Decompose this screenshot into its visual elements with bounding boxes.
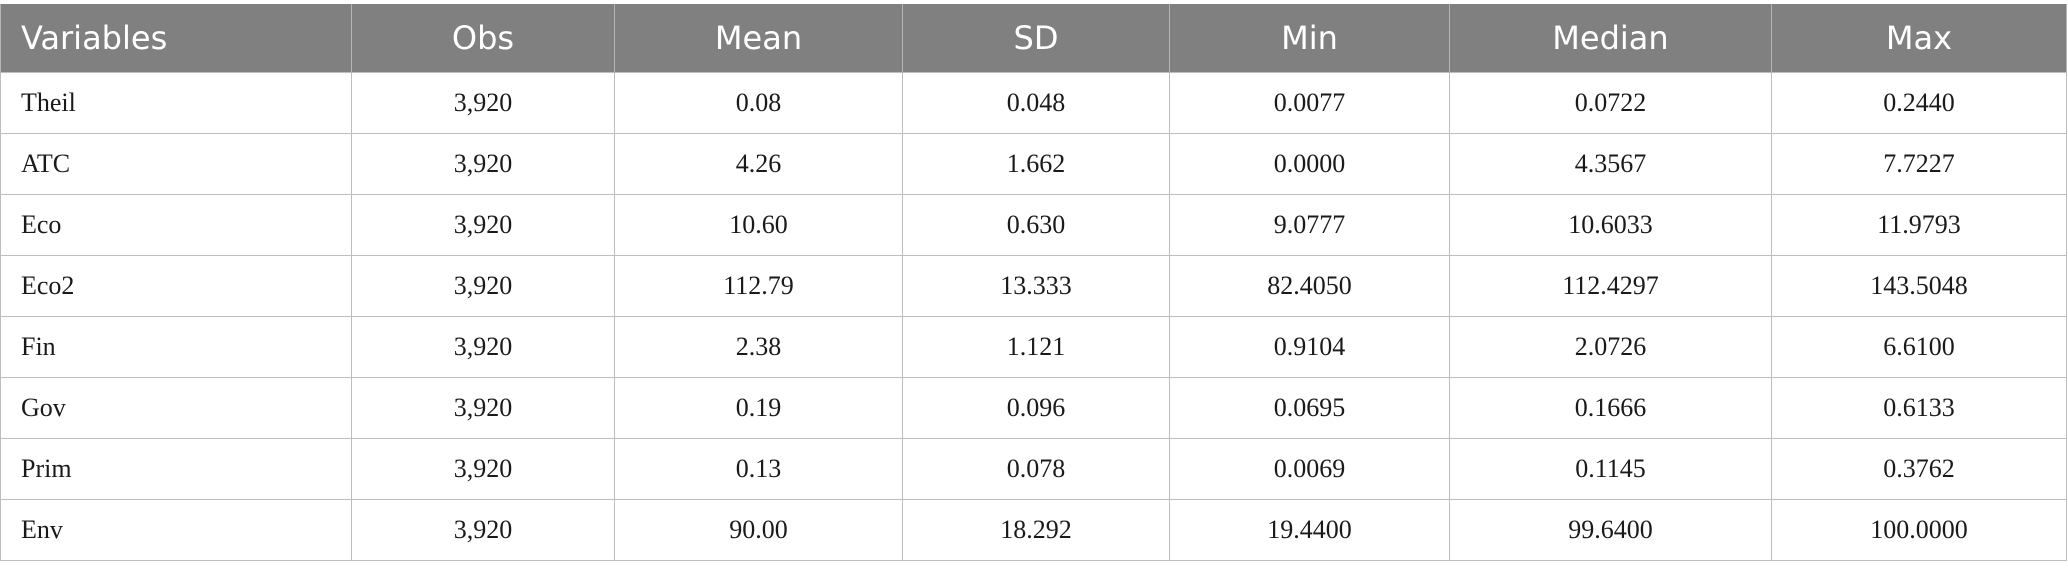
- cell-obs: 3,920: [351, 316, 615, 378]
- cell-variable: Env: [0, 499, 352, 561]
- cell-median: 4.3567: [1449, 133, 1772, 195]
- table-row: Gov 3,920 0.19 0.096 0.0695 0.1666 0.613…: [0, 377, 2067, 439]
- cell-mean: 0.13: [614, 438, 903, 500]
- cell-median: 0.1666: [1449, 377, 1772, 439]
- cell-mean: 10.60: [614, 194, 903, 256]
- cell-median: 0.0722: [1449, 72, 1772, 134]
- cell-obs: 3,920: [351, 133, 615, 195]
- cell-sd: 13.333: [902, 255, 1170, 317]
- statistics-table-container: Variables Obs Mean SD Min Median Max The…: [0, 4, 2067, 561]
- cell-min: 0.0069: [1169, 438, 1450, 500]
- cell-max: 0.3762: [1771, 438, 2067, 500]
- table-row: Fin 3,920 2.38 1.121 0.9104 2.0726 6.610…: [0, 316, 2067, 378]
- cell-min: 0.0077: [1169, 72, 1450, 134]
- cell-obs: 3,920: [351, 438, 615, 500]
- cell-max: 100.0000: [1771, 499, 2067, 561]
- cell-variable: Eco2: [0, 255, 352, 317]
- cell-obs: 3,920: [351, 194, 615, 256]
- header-sd: SD: [902, 4, 1170, 73]
- cell-max: 143.5048: [1771, 255, 2067, 317]
- cell-median: 112.4297: [1449, 255, 1772, 317]
- cell-variable: Gov: [0, 377, 352, 439]
- cell-mean: 4.26: [614, 133, 903, 195]
- cell-median: 99.6400: [1449, 499, 1772, 561]
- table-row: ATC 3,920 4.26 1.662 0.0000 4.3567 7.722…: [0, 133, 2067, 195]
- table-row: Env 3,920 90.00 18.292 19.4400 99.6400 1…: [0, 499, 2067, 561]
- header-max: Max: [1771, 4, 2067, 73]
- cell-median: 0.1145: [1449, 438, 1772, 500]
- cell-mean: 112.79: [614, 255, 903, 317]
- cell-max: 11.9793: [1771, 194, 2067, 256]
- table-row: Theil 3,920 0.08 0.048 0.0077 0.0722 0.2…: [0, 72, 2067, 134]
- header-median: Median: [1449, 4, 1772, 73]
- cell-variable: ATC: [0, 133, 352, 195]
- cell-min: 9.0777: [1169, 194, 1450, 256]
- cell-variable: Prim: [0, 438, 352, 500]
- cell-sd: 0.096: [902, 377, 1170, 439]
- header-mean: Mean: [614, 4, 903, 73]
- cell-mean: 90.00: [614, 499, 903, 561]
- cell-min: 0.0695: [1169, 377, 1450, 439]
- cell-max: 6.6100: [1771, 316, 2067, 378]
- header-min: Min: [1169, 4, 1450, 73]
- cell-median: 10.6033: [1449, 194, 1772, 256]
- cell-sd: 18.292: [902, 499, 1170, 561]
- cell-mean: 0.08: [614, 72, 903, 134]
- header-row: Variables Obs Mean SD Min Median Max: [0, 4, 2067, 73]
- cell-min: 82.4050: [1169, 255, 1450, 317]
- cell-min: 0.0000: [1169, 133, 1450, 195]
- cell-sd: 0.078: [902, 438, 1170, 500]
- descriptive-statistics-table: Variables Obs Mean SD Min Median Max The…: [0, 4, 2067, 561]
- table-row: Eco 3,920 10.60 0.630 9.0777 10.6033 11.…: [0, 194, 2067, 256]
- cell-obs: 3,920: [351, 72, 615, 134]
- cell-variable: Fin: [0, 316, 352, 378]
- cell-obs: 3,920: [351, 255, 615, 317]
- cell-max: 0.2440: [1771, 72, 2067, 134]
- cell-min: 0.9104: [1169, 316, 1450, 378]
- cell-variable: Theil: [0, 72, 352, 134]
- cell-min: 19.4400: [1169, 499, 1450, 561]
- cell-sd: 0.048: [902, 72, 1170, 134]
- cell-sd: 1.121: [902, 316, 1170, 378]
- cell-variable: Eco: [0, 194, 352, 256]
- cell-median: 2.0726: [1449, 316, 1772, 378]
- table-row: Eco2 3,920 112.79 13.333 82.4050 112.429…: [0, 255, 2067, 317]
- table-body: Theil 3,920 0.08 0.048 0.0077 0.0722 0.2…: [0, 72, 2067, 561]
- header-obs: Obs: [351, 4, 615, 73]
- header-variables: Variables: [0, 4, 352, 73]
- cell-obs: 3,920: [351, 499, 615, 561]
- cell-sd: 0.630: [902, 194, 1170, 256]
- cell-mean: 0.19: [614, 377, 903, 439]
- table-row: Prim 3,920 0.13 0.078 0.0069 0.1145 0.37…: [0, 438, 2067, 500]
- cell-mean: 2.38: [614, 316, 903, 378]
- cell-max: 0.6133: [1771, 377, 2067, 439]
- cell-obs: 3,920: [351, 377, 615, 439]
- cell-max: 7.7227: [1771, 133, 2067, 195]
- table-header: Variables Obs Mean SD Min Median Max: [0, 4, 2067, 73]
- cell-sd: 1.662: [902, 133, 1170, 195]
